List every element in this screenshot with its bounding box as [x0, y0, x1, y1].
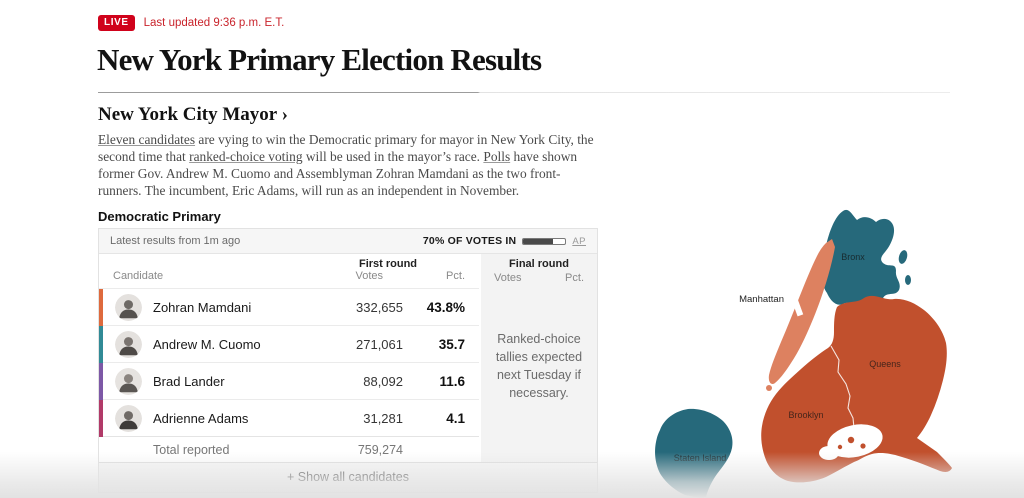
candidate-color-bar [99, 400, 103, 437]
avatar [115, 405, 142, 432]
avatar [115, 294, 142, 321]
bay-island [860, 443, 866, 449]
first-round-table: First round Candidate Votes Pct. Zohran … [99, 254, 479, 462]
first-round-header: First round [358, 258, 418, 270]
candidate-votes: 31,281 [363, 411, 403, 426]
map-island [898, 250, 908, 264]
race-intro-paragraph: Eleven candidates are vying to win the D… [98, 131, 600, 199]
final-votes-column-header: Votes [494, 272, 522, 284]
latest-results-text: Latest results from 1m ago [110, 235, 241, 247]
brooklyn-queens-border [830, 345, 855, 429]
map-label-bronx: Bronx [841, 252, 865, 262]
final-pct-column-header: Pct. [565, 272, 584, 284]
candidate-name: Brad Lander [153, 374, 225, 389]
map-label-brooklyn: Brooklyn [788, 410, 823, 420]
results-module: Latest results from 1m ago 70% OF VOTES … [98, 228, 598, 493]
show-all-candidates-button[interactable]: + Show all candidates [99, 462, 597, 492]
final-round-panel: Final round Votes Pct. Ranked-choice tal… [481, 254, 597, 462]
ranked-choice-note: Ranked-choice tallies expected next Tues… [495, 332, 583, 401]
candidate-pct: 11.6 [439, 374, 465, 389]
table-row: Brad Lander 88,092 11.6 [99, 362, 479, 400]
total-row: Total reported 759,274 [99, 436, 479, 462]
bay-island [847, 436, 855, 444]
candidate-name: Andrew M. Cuomo [153, 337, 261, 352]
pct-column-header: Pct. [446, 270, 465, 282]
live-status-row: LIVE Last updated 9:36 p.m. E.T. [98, 15, 284, 31]
intro-text: will be used in the mayor’s race. [302, 149, 484, 164]
votes-in-indicator: 70% OF VOTES IN AP [423, 235, 586, 247]
page-title: New York Primary Election Results [97, 42, 542, 77]
intro-text: are vying to win the Democratic primary … [98, 132, 594, 164]
votes-in-label: 70% OF VOTES IN [422, 235, 517, 247]
ranked-choice-voting-link[interactable]: ranked-choice voting [189, 149, 303, 164]
bay-island [837, 444, 843, 450]
votes-column-header: Votes [355, 270, 383, 282]
intro-text: have shown former Gov. Andrew M. Cuomo a… [98, 149, 578, 198]
candidate-column-header: Candidate [113, 270, 164, 282]
candidate-color-bar [99, 363, 103, 400]
map-label-manhattan: Manhattan [739, 294, 784, 305]
map-island [766, 385, 772, 391]
votes-in-progress-bar [522, 237, 567, 245]
polls-link[interactable]: Polls [483, 149, 511, 164]
candidate-color-bar [99, 289, 103, 326]
total-reported-votes: 759,274 [357, 442, 403, 457]
results-status-bar: Latest results from 1m ago 70% OF VOTES … [99, 229, 597, 254]
avatar [115, 331, 142, 358]
candidate-name: Zohran Mamdani [153, 300, 252, 315]
candidate-name: Adrienne Adams [153, 411, 249, 426]
final-round-header: Final round [509, 258, 569, 270]
last-updated-text: Last updated 9:36 p.m. E.T. [143, 17, 285, 29]
avatar [115, 368, 142, 395]
candidate-votes: 88,092 [363, 374, 403, 389]
race-heading-link[interactable]: New York City Mayor › [98, 104, 288, 125]
candidate-color-bar [99, 326, 103, 363]
jamaica-bay-water [827, 424, 883, 458]
candidate-pct: 4.1 [446, 411, 465, 426]
primary-subtitle: Democratic Primary [98, 209, 221, 224]
candidate-votes: 271,061 [356, 337, 403, 352]
section-divider [98, 92, 950, 93]
map-region-queens-brooklyn[interactable] [761, 295, 952, 483]
map-label-staten-island: Staten Island [674, 453, 727, 463]
table-row: Adrienne Adams 31,281 4.1 [99, 399, 479, 437]
bay-inlet-water [819, 446, 839, 460]
map-region-bronx[interactable] [821, 209, 900, 305]
candidate-pct: 35.7 [438, 337, 465, 352]
final-round-subheaders: Votes Pct. [481, 270, 597, 284]
table-row: Zohran Mamdani 332,655 43.8% [99, 288, 479, 326]
ap-source-link[interactable]: AP [572, 235, 586, 247]
central-park-cutout [790, 295, 804, 317]
total-reported-label: Total reported [153, 442, 230, 457]
live-badge: LIVE [98, 15, 135, 31]
candidate-pct: 43.8% [426, 300, 465, 315]
nyc-borough-map: Bronx Manhattan Queens Brooklyn Staten I… [640, 200, 1024, 498]
candidate-votes: 332,655 [356, 300, 403, 315]
table-header: First round Candidate Votes Pct. [99, 254, 479, 288]
eleven-candidates-link[interactable]: Eleven candidates [98, 132, 196, 147]
table-row: Andrew M. Cuomo 271,061 35.7 [99, 325, 479, 363]
map-island [905, 275, 911, 285]
votes-in-progress-fill [523, 238, 553, 244]
map-label-queens: Queens [869, 359, 901, 369]
results-table: First round Candidate Votes Pct. Zohran … [99, 254, 597, 462]
